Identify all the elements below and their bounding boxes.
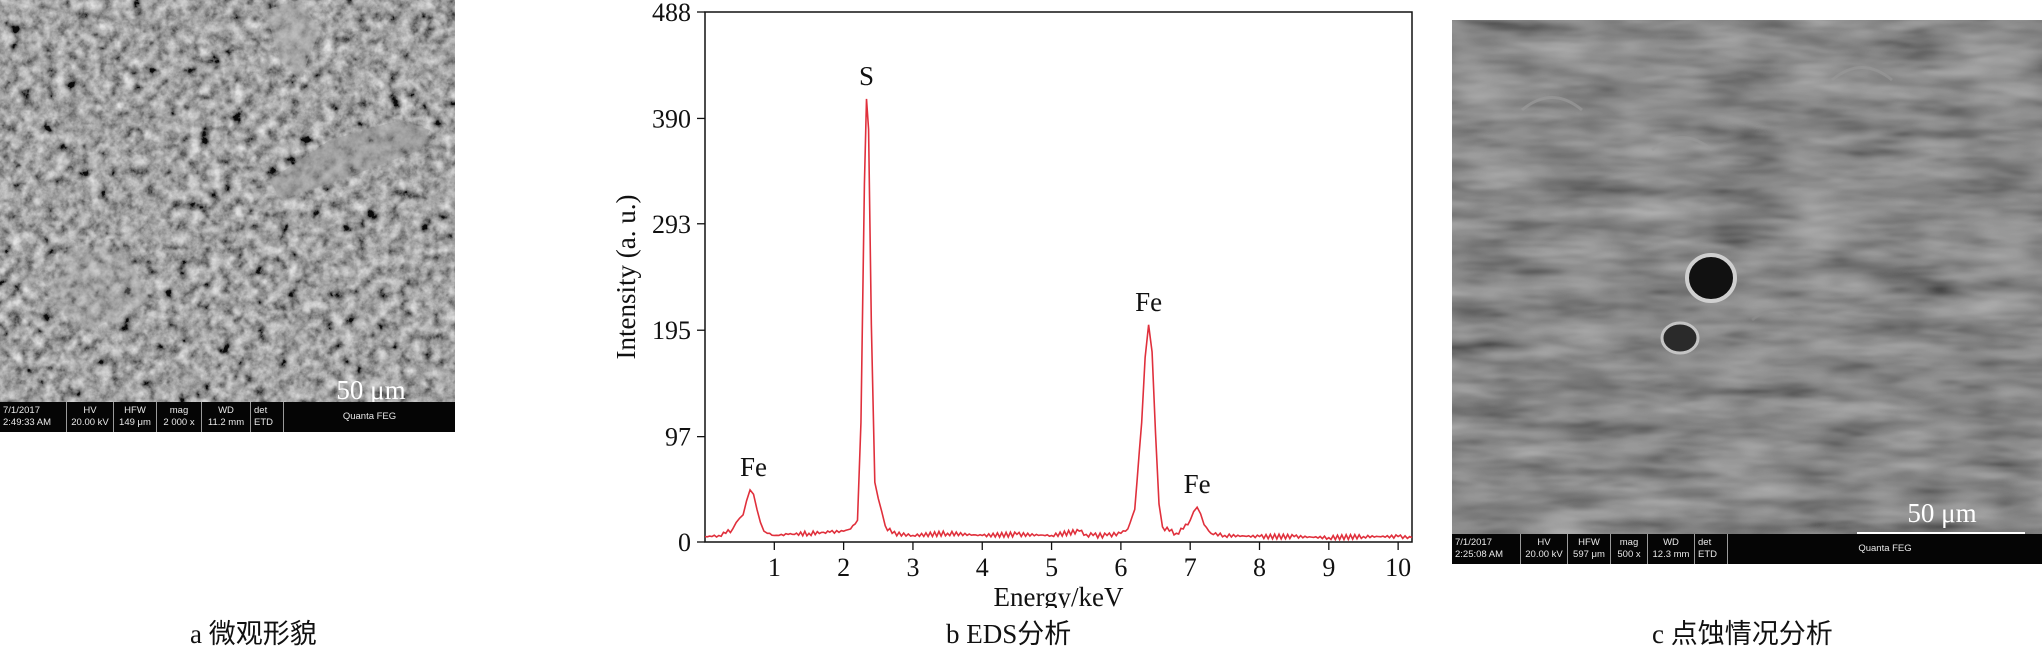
x-tick-label: 8 bbox=[1253, 553, 1266, 582]
databar-value: ETD bbox=[1698, 549, 1717, 560]
databar-value: Quanta FEG bbox=[1858, 543, 1912, 554]
databar-value: 2 000 x bbox=[163, 417, 195, 428]
panel-c: 50 μm 7/1/2017 2:25:08 AM HV 20.00 kV HFW 5… bbox=[1452, 20, 2042, 564]
databar-head: HFW bbox=[1578, 537, 1600, 548]
peak-label: Fe bbox=[1135, 287, 1162, 317]
databar-head: WD bbox=[1663, 537, 1679, 548]
databar-cell: WD 12.3 mm bbox=[1648, 534, 1695, 564]
databar-value: 20.00 kV bbox=[1525, 549, 1563, 560]
databar-cell: det ETD bbox=[251, 402, 284, 432]
databar-cell: HFW 597 μm bbox=[1568, 534, 1611, 564]
sem-texture-c bbox=[1452, 20, 2042, 564]
pit bbox=[1685, 253, 1737, 303]
caption-b: b EDS分析 bbox=[946, 619, 1072, 649]
databar-time: 2:49:33 AM bbox=[3, 417, 52, 428]
databar-cell: 7/1/2017 2:49:33 AM bbox=[0, 402, 67, 432]
peak-label: Fe bbox=[740, 452, 767, 482]
databar-cell: HV 20.00 kV bbox=[67, 402, 114, 432]
x-axis-label: Energy/keV bbox=[994, 582, 1124, 608]
scale-bar-label: 50 μm bbox=[336, 375, 406, 405]
databar-date: 7/1/2017 bbox=[1455, 537, 1492, 548]
y-tick-label: 488 bbox=[652, 0, 691, 27]
databar-value: Quanta FEG bbox=[342, 411, 397, 422]
sem-micrograph-c: 50 μm 7/1/2017 2:25:08 AM HV 20.00 kV HFW 5… bbox=[1452, 20, 2042, 564]
databar-value: 11.2 mm bbox=[207, 417, 245, 428]
y-axis-label: Intensity (a. u.) bbox=[611, 195, 641, 360]
plot-frame bbox=[704, 11, 1413, 543]
x-tick-label: 9 bbox=[1322, 553, 1335, 582]
databar-value: 500 x bbox=[1617, 549, 1641, 560]
databar-head: HFW bbox=[124, 405, 146, 416]
databar-head: mag bbox=[169, 405, 189, 416]
y-tick-label: 293 bbox=[652, 210, 691, 239]
databar-cell: HV 20.00 kV bbox=[1521, 534, 1568, 564]
y-tick-label: 97 bbox=[665, 423, 691, 452]
databar-value: ETD bbox=[254, 417, 273, 428]
databar-cell: 7/1/2017 2:25:08 AM bbox=[1452, 534, 1521, 564]
databar-value: 597 μm bbox=[1573, 549, 1605, 560]
caption-a: a 微观形貌 bbox=[190, 619, 317, 649]
sem-micrograph-a: 50 μm 7/1/2017 2:49:33 AM HV 20.00 kV HFW 1… bbox=[0, 0, 455, 432]
databar-head: WD bbox=[218, 405, 234, 416]
x-tick-label: 6 bbox=[1114, 553, 1127, 582]
databar-value: 12.3 mm bbox=[1652, 549, 1690, 560]
y-tick-label: 0 bbox=[678, 528, 691, 557]
databar-cell: det ETD bbox=[1695, 534, 1728, 564]
scale-bar-label: 50 μm bbox=[1907, 498, 1977, 528]
x-tick-label: 10 bbox=[1385, 553, 1411, 582]
sem-databar-c: 7/1/2017 2:25:08 AM HV 20.00 kV HFW 597 μm … bbox=[1452, 534, 2042, 564]
databar-date: 7/1/2017 bbox=[3, 405, 40, 416]
scale-bar-line bbox=[1857, 532, 2025, 535]
y-tick-label: 195 bbox=[652, 316, 691, 345]
databar-head: HV bbox=[1537, 537, 1551, 548]
databar-time: 2:25:08 AM bbox=[1455, 549, 1504, 560]
x-tick-label: 5 bbox=[1045, 553, 1058, 582]
databar-value: 20.00 kV bbox=[71, 417, 109, 428]
databar-head: det bbox=[1698, 537, 1712, 548]
sem-databar-a: 7/1/2017 2:49:33 AM HV 20.00 kV HFW 149 μm … bbox=[0, 402, 455, 432]
x-tick-label: 7 bbox=[1184, 553, 1197, 582]
x-tick-label: 3 bbox=[906, 553, 919, 582]
panel-a: 50 μm 7/1/2017 2:49:33 AM HV 20.00 kV HFW 1… bbox=[0, 0, 455, 432]
x-tick-label: 2 bbox=[837, 553, 850, 582]
scale-bar-a: 50 μm bbox=[292, 375, 450, 406]
databar-head: HV bbox=[83, 405, 97, 416]
databar-cell: mag 2 000 x bbox=[157, 402, 202, 432]
databar-head: det bbox=[254, 405, 268, 416]
databar-cell: WD 11.2 mm bbox=[202, 402, 251, 432]
spectrum-line bbox=[704, 98, 1413, 542]
peak-label: Fe bbox=[1184, 469, 1211, 499]
databar-value: 149 μm bbox=[119, 417, 151, 428]
peak-label: S bbox=[859, 61, 874, 91]
databar-cell: Quanta FEG bbox=[284, 402, 455, 432]
caption-c: c 点蚀情况分析 bbox=[1652, 619, 1833, 649]
y-tick-label: 390 bbox=[652, 104, 691, 133]
scale-bar-c-label: 50 μm bbox=[1857, 498, 2027, 529]
eds-chart: 1 2 3 4 5 6 7 8 9 10 0 97 195 293 390 488 Energy/keV Inte… bbox=[611, 0, 1413, 608]
databar-cell: Quanta FEG bbox=[1728, 534, 2042, 564]
x-tick-label: 4 bbox=[976, 553, 989, 582]
sem-texture-a bbox=[0, 0, 455, 432]
databar-cell: mag 500 x bbox=[1611, 534, 1648, 564]
chart-layer: 1 2 3 4 5 6 7 8 9 10 0 97 195 293 390 488 Energy/keV Inte… bbox=[611, 0, 1413, 608]
x-tick-label: 1 bbox=[768, 553, 781, 582]
databar-cell: HFW 149 μm bbox=[114, 402, 157, 432]
databar-head: mag bbox=[1619, 537, 1639, 548]
